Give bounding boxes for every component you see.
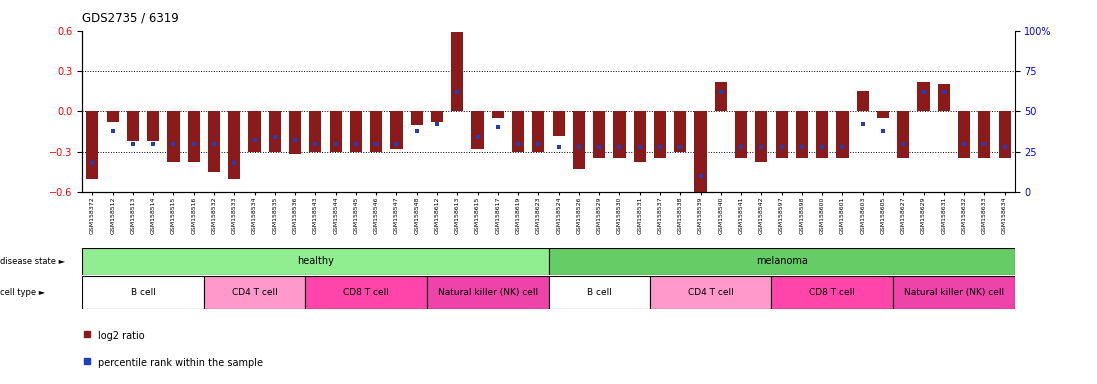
Bar: [715, 82, 727, 111]
Bar: [427, 276, 548, 309]
Bar: [771, 276, 893, 309]
Bar: [204, 276, 305, 309]
Bar: [593, 111, 606, 159]
Bar: [755, 111, 768, 162]
Bar: [329, 111, 342, 152]
Bar: [87, 111, 99, 179]
Bar: [613, 111, 625, 159]
Bar: [877, 111, 889, 118]
Bar: [269, 111, 281, 152]
Bar: [147, 111, 159, 141]
Bar: [228, 111, 240, 179]
Bar: [938, 84, 950, 111]
Text: CD8 T cell: CD8 T cell: [810, 288, 856, 297]
Bar: [548, 276, 649, 309]
Bar: [82, 276, 204, 309]
Bar: [289, 111, 302, 154]
Bar: [998, 111, 1010, 159]
Bar: [979, 111, 991, 159]
Bar: [836, 111, 848, 159]
Bar: [816, 111, 828, 159]
Bar: [694, 111, 706, 192]
Bar: [897, 111, 909, 159]
Bar: [410, 111, 422, 125]
Text: log2 ratio: log2 ratio: [98, 331, 145, 341]
Bar: [168, 111, 180, 162]
Bar: [512, 111, 524, 152]
Bar: [958, 111, 970, 159]
Text: CD8 T cell: CD8 T cell: [343, 288, 389, 297]
Text: B cell: B cell: [587, 288, 612, 297]
Bar: [857, 91, 869, 111]
Bar: [649, 276, 771, 309]
Text: disease state ►: disease state ►: [0, 257, 65, 266]
Text: melanoma: melanoma: [756, 256, 807, 266]
Bar: [548, 248, 1015, 275]
Bar: [573, 111, 585, 169]
Bar: [776, 111, 788, 159]
Text: healthy: healthy: [297, 256, 333, 266]
Text: cell type ►: cell type ►: [0, 288, 45, 297]
Bar: [431, 111, 443, 122]
Text: B cell: B cell: [131, 288, 156, 297]
Bar: [917, 82, 929, 111]
Bar: [208, 111, 220, 172]
Bar: [491, 111, 504, 118]
Bar: [634, 111, 646, 162]
Text: CD4 T cell: CD4 T cell: [231, 288, 278, 297]
Bar: [451, 32, 463, 111]
Bar: [127, 111, 139, 141]
Bar: [675, 111, 687, 152]
Bar: [795, 111, 808, 159]
Bar: [106, 111, 118, 122]
Bar: [188, 111, 200, 162]
Bar: [735, 111, 747, 159]
Bar: [654, 111, 666, 159]
Text: Natural killer (NK) cell: Natural killer (NK) cell: [438, 288, 538, 297]
Bar: [553, 111, 565, 136]
Bar: [309, 111, 321, 152]
Bar: [370, 111, 382, 152]
Bar: [391, 111, 403, 149]
Bar: [472, 111, 484, 149]
Text: GDS2735 / 6319: GDS2735 / 6319: [82, 12, 179, 25]
Bar: [249, 111, 261, 152]
Bar: [82, 248, 548, 275]
Text: CD4 T cell: CD4 T cell: [688, 288, 734, 297]
Bar: [350, 111, 362, 152]
Text: Natural killer (NK) cell: Natural killer (NK) cell: [904, 288, 1004, 297]
Bar: [305, 276, 427, 309]
Text: percentile rank within the sample: percentile rank within the sample: [98, 358, 262, 368]
Bar: [532, 111, 544, 152]
Bar: [893, 276, 1015, 309]
